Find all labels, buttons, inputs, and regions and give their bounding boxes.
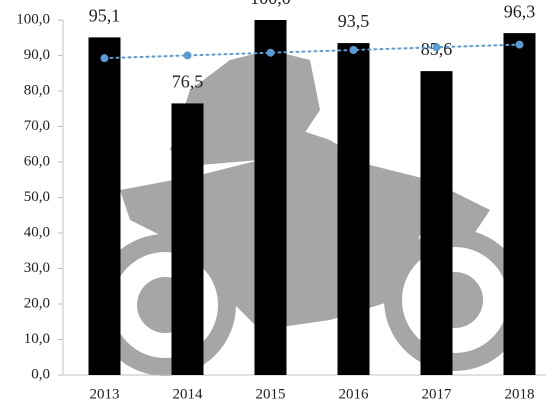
y-tick-label: 100,0: [16, 11, 50, 27]
bar: [254, 20, 287, 375]
y-tick-label: 30,0: [24, 260, 50, 276]
y-tick-label: 50,0: [24, 189, 50, 205]
trend-line: [103, 43, 521, 60]
background-silhouette: [94, 50, 526, 376]
value-label: 93,5: [338, 11, 370, 31]
value-label: 76,5: [172, 72, 204, 92]
y-tick-label: 20,0: [24, 295, 50, 311]
trend-marker: [515, 40, 524, 49]
x-tick-label: 2014: [173, 386, 204, 402]
bar: [171, 103, 204, 376]
bar: [337, 43, 370, 375]
x-tick-label: 2018: [505, 386, 535, 402]
trend-marker: [432, 43, 441, 52]
y-tick-label: 40,0: [24, 224, 50, 240]
trend-marker: [349, 45, 358, 54]
trend-marker: [183, 51, 192, 60]
x-tick-label: 2013: [90, 386, 120, 402]
trend-marker: [100, 54, 109, 63]
trend-marker: [266, 48, 275, 57]
bar: [420, 71, 453, 376]
y-tick-label: 10,0: [24, 331, 50, 347]
value-label: 96,3: [504, 1, 536, 21]
y-tick-label: 70,0: [24, 118, 50, 134]
y-tick-label: 80,0: [24, 82, 50, 98]
value-label: 95,1: [89, 6, 121, 26]
x-tick-label: 2016: [339, 386, 370, 402]
bar: [88, 37, 121, 376]
y-tick-label: 90,0: [24, 47, 50, 63]
bar: [503, 33, 536, 375]
x-tick-label: 2017: [422, 386, 453, 402]
value-label: 100,0: [250, 0, 291, 8]
x-tick-label: 2015: [256, 386, 286, 402]
y-tick-label: 60,0: [24, 153, 50, 169]
y-tick-label: 0,0: [31, 366, 50, 382]
